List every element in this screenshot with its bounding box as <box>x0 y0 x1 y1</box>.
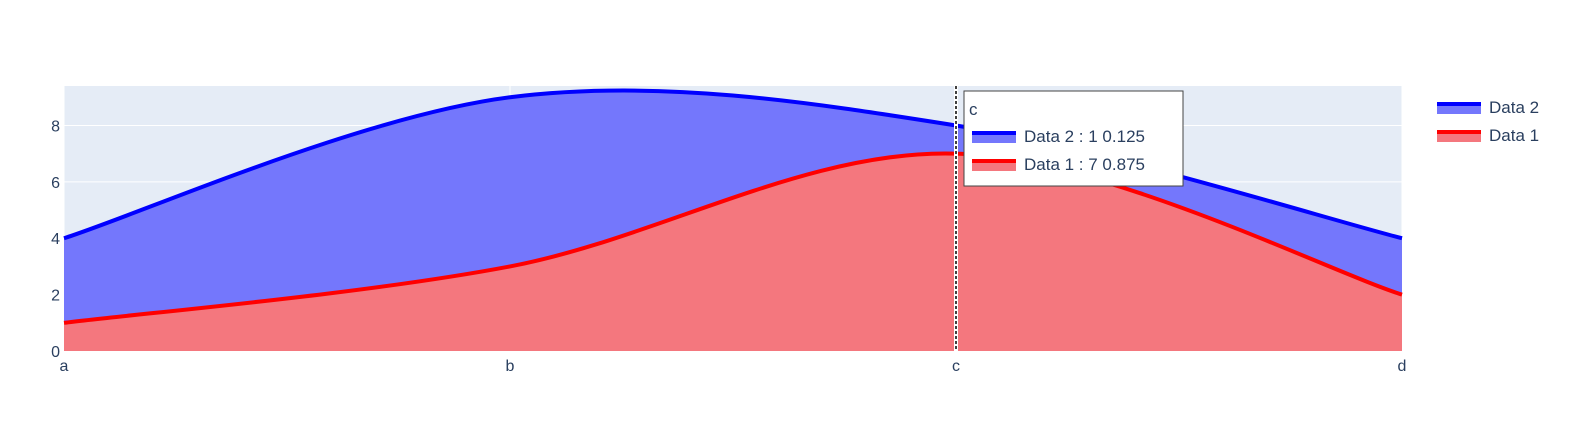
hover-entry-text: Data 1 : 7 0.875 <box>1024 155 1145 174</box>
x-tick-label: c <box>952 358 960 375</box>
hover-swatch-fill <box>972 161 1016 171</box>
y-tick-label: 2 <box>51 288 60 305</box>
legend-item-data-1[interactable]: Data 1 <box>1437 126 1539 145</box>
y-tick-label: 4 <box>51 231 60 248</box>
x-tick-label: b <box>506 358 515 375</box>
x-tick-label: a <box>60 358 69 375</box>
hover-swatch-fill <box>972 133 1016 143</box>
legend-swatch-fill <box>1437 132 1481 142</box>
series-line-data-2 <box>63 88 1403 241</box>
legend[interactable]: Data 2 Data 1 <box>1437 98 1539 145</box>
legend-item-data-2[interactable]: Data 2 <box>1437 98 1539 117</box>
hover-tooltip: c Data 2 : 1 0.125 Data 1 : 7 0.875 <box>954 86 1184 351</box>
y-tick-label: 0 <box>51 344 60 361</box>
hover-title: c <box>969 100 978 119</box>
x-tick-label: d <box>1398 358 1407 375</box>
series-line-data-1 <box>63 151 1403 325</box>
y-axis-ticks: 0 2 4 6 8 <box>51 118 60 361</box>
y-tick-label: 8 <box>51 118 60 135</box>
hover-entry-text: Data 2 : 1 0.125 <box>1024 127 1145 146</box>
legend-swatch-fill <box>1437 104 1481 114</box>
y-tick-label: 6 <box>51 175 60 192</box>
x-axis-ticks: a b c d <box>60 358 1407 375</box>
series-lines <box>63 88 1403 325</box>
legend-label: Data 2 <box>1489 98 1539 117</box>
area-fill-data-1 <box>64 153 1402 351</box>
legend-label: Data 1 <box>1489 126 1539 145</box>
